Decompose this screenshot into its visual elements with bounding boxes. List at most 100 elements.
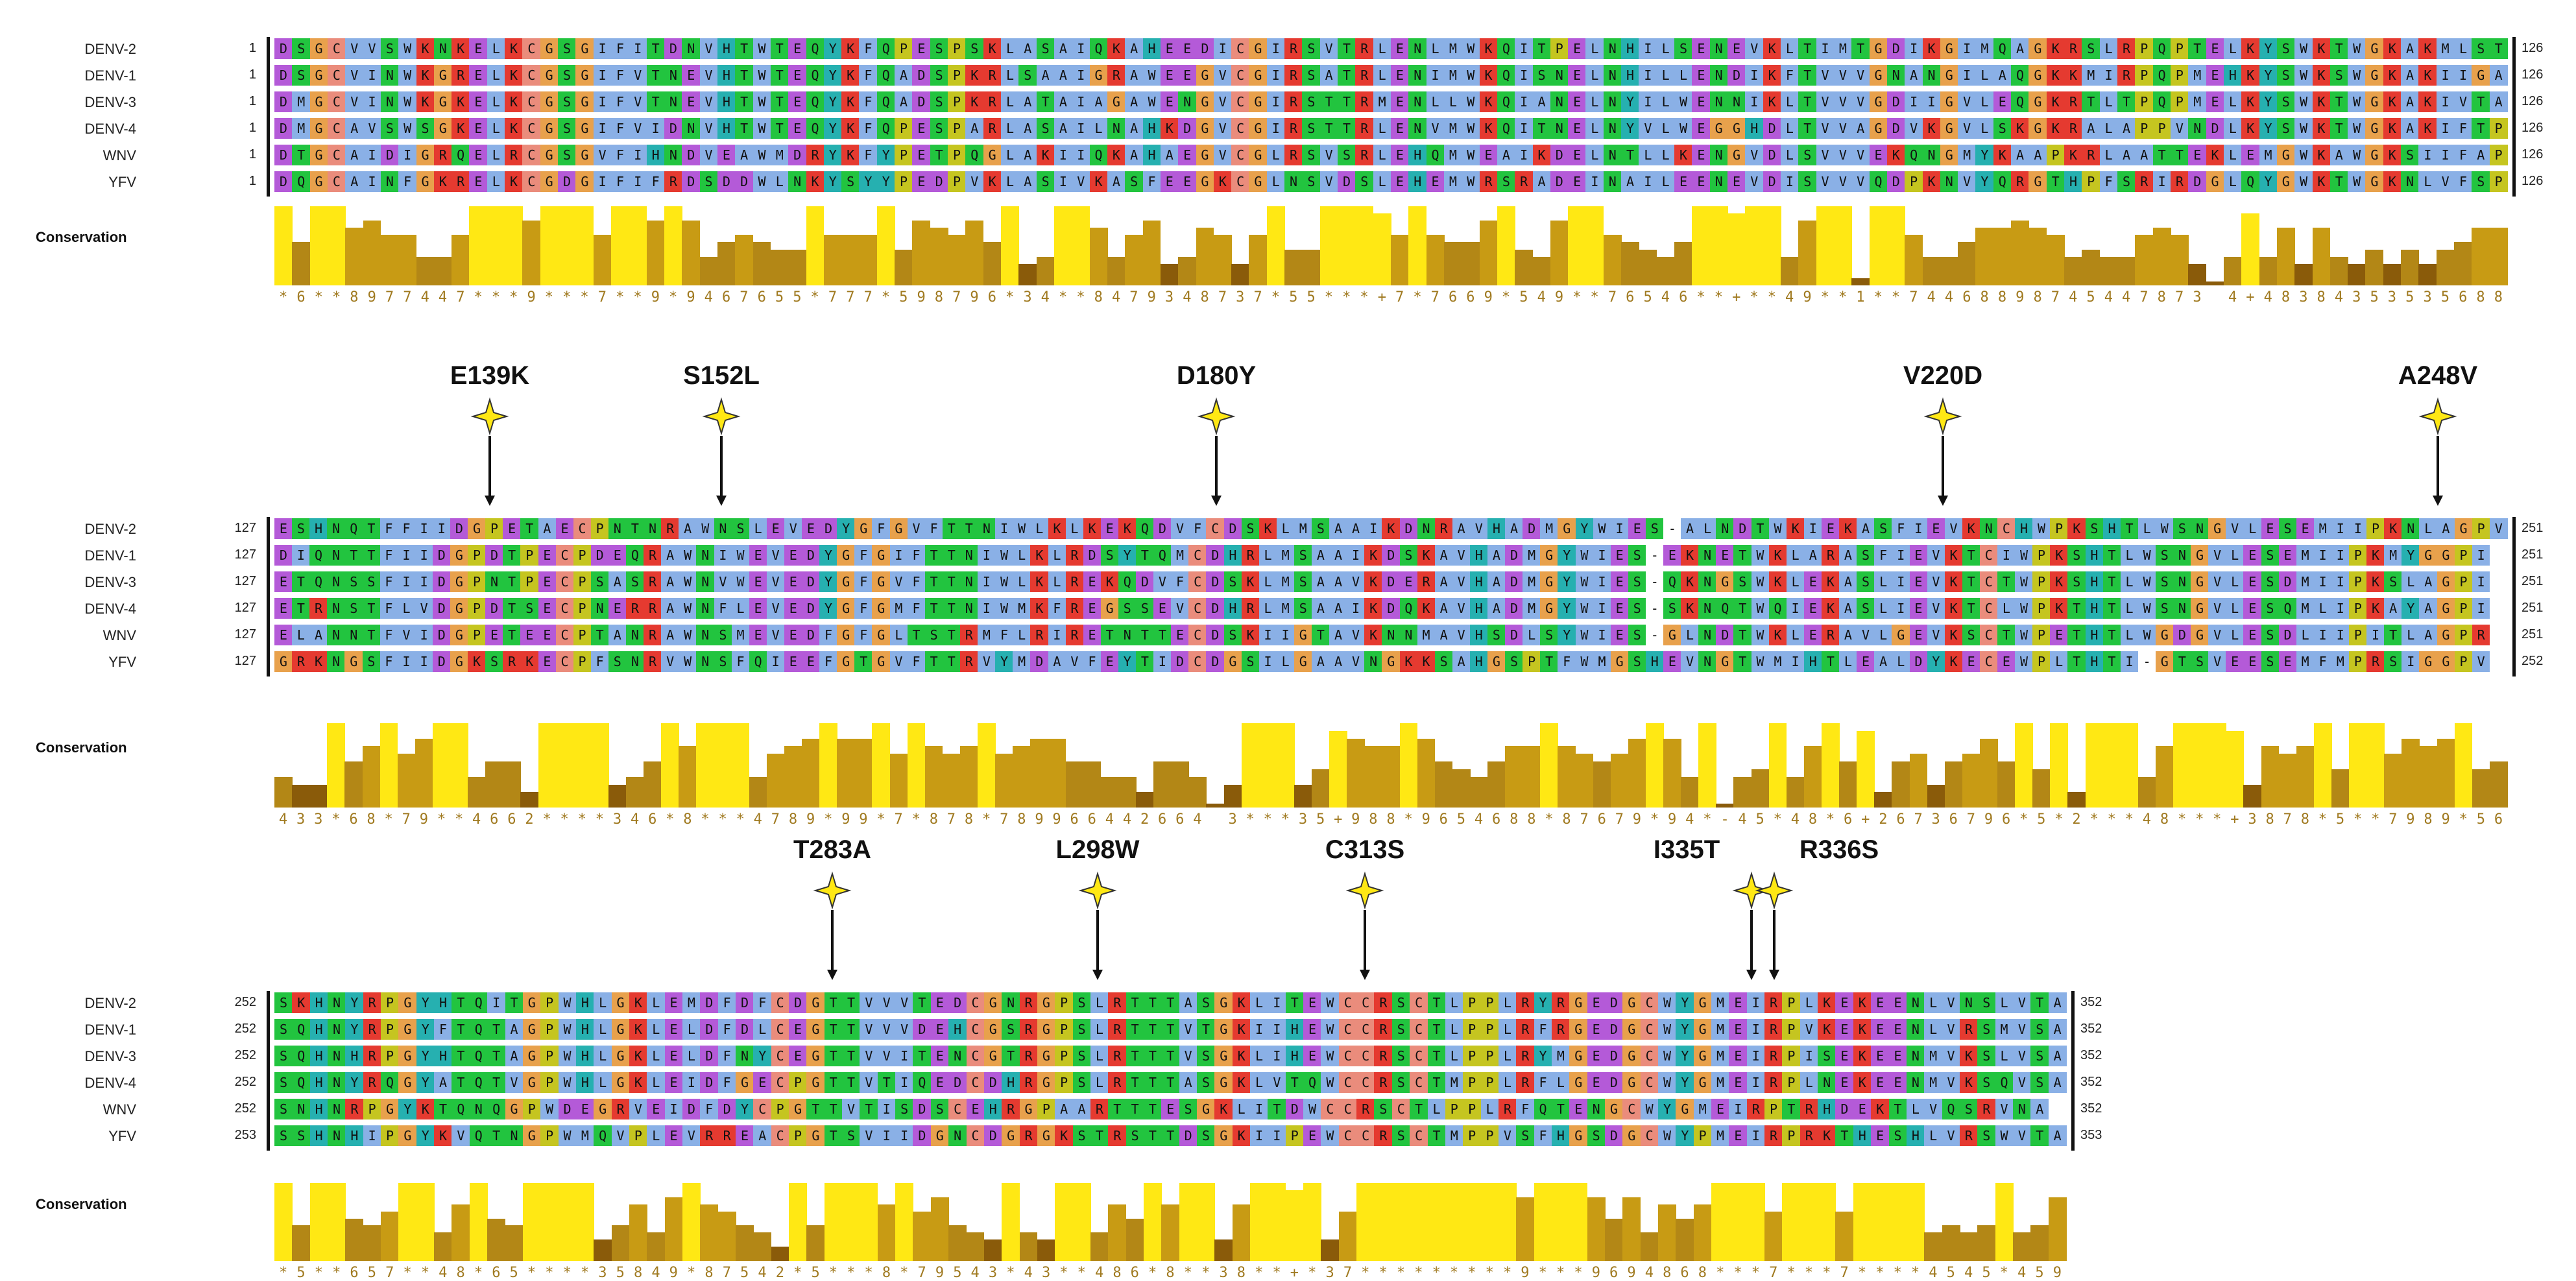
conservation-bar — [1160, 263, 1179, 285]
residue: Q — [2241, 171, 2260, 192]
residue: S — [699, 171, 718, 192]
residue: H — [983, 1099, 1002, 1119]
residue: N — [1709, 145, 1728, 165]
conservation-bar — [575, 1183, 594, 1261]
conservation-bar — [1534, 1183, 1552, 1261]
conservation-digit: 6 — [721, 289, 731, 305]
residue: D — [736, 992, 754, 1013]
residue: G — [1892, 625, 1910, 645]
residue: N — [1603, 118, 1622, 139]
conservation-digit: * — [384, 811, 393, 828]
conservation-bar — [2329, 256, 2348, 285]
residue: G — [1196, 145, 1214, 165]
residue: Q — [1768, 598, 1787, 619]
start-number: 127 — [234, 601, 256, 615]
end-number: 352 — [2080, 1048, 2102, 1062]
residue: R — [644, 598, 662, 619]
conservation-digit: 4 — [1183, 289, 1192, 305]
residue: S — [344, 598, 363, 619]
residue: K — [1107, 38, 1125, 59]
residue: E — [784, 651, 802, 672]
conservation-digit: 2 — [1140, 811, 1150, 828]
residue: S — [1036, 171, 1055, 192]
conservation-bar — [381, 1211, 400, 1261]
residue: E — [1803, 571, 1822, 592]
start-number: 1 — [248, 121, 256, 135]
residue: T — [1285, 1072, 1304, 1093]
residue: D — [1206, 545, 1225, 566]
residue: G — [1214, 992, 1233, 1013]
conservation-digit: 7 — [917, 1265, 926, 1281]
residue: G — [450, 571, 468, 592]
residue: V — [1452, 571, 1471, 592]
conservation-digit: 8 — [350, 289, 359, 305]
residue: C — [1410, 992, 1428, 1013]
residue: R — [1374, 1046, 1393, 1066]
residue: T — [1161, 1072, 1180, 1093]
conservation-digit: * — [2195, 811, 2204, 828]
conservation-bar — [2276, 228, 2295, 285]
residue: T — [2329, 38, 2348, 59]
residue: C — [1979, 625, 1998, 645]
residue: K — [520, 651, 539, 672]
conservation-bar — [1798, 221, 1817, 285]
residue: R — [363, 1046, 381, 1066]
residue: M — [292, 91, 311, 112]
conservation-digit: 6 — [1609, 1265, 1619, 1281]
residue: C — [1410, 1019, 1428, 1040]
conservation-digit: - — [1720, 811, 1729, 828]
residue: E — [1568, 171, 1587, 192]
residue: R — [1355, 118, 1374, 139]
residue: I — [1909, 518, 1928, 539]
residue: F — [1892, 518, 1910, 539]
residue: I — [1072, 118, 1090, 139]
residue: Y — [1676, 1046, 1694, 1066]
residue: L — [1373, 38, 1391, 59]
residue: H — [1469, 651, 1488, 672]
residue: V — [1851, 91, 1870, 112]
residue: G — [1100, 598, 1119, 619]
residue: D — [983, 1125, 1002, 1146]
conservation-bar — [1733, 776, 1752, 808]
conservation-digit: 9 — [669, 1265, 678, 1281]
residue: N — [1979, 518, 1998, 539]
residue: C — [522, 38, 541, 59]
residue: K — [2011, 118, 2030, 139]
residue: T — [1532, 118, 1551, 139]
residue: I — [895, 1125, 914, 1146]
residue: G — [1693, 1046, 1712, 1066]
residue: Q — [487, 1099, 506, 1119]
mutation-star-arrow — [1197, 397, 1236, 506]
residue: D — [1285, 1099, 1304, 1119]
residue: K — [505, 91, 524, 112]
residue: A — [1125, 38, 1144, 59]
conservation-bar — [1125, 1218, 1144, 1261]
residue: V — [2489, 518, 2508, 539]
residue: R — [2064, 91, 2082, 112]
residue: A — [2419, 598, 2438, 619]
residue: A — [1048, 651, 1066, 672]
conservation-digit: 5 — [1289, 289, 1298, 305]
residue: H — [1469, 545, 1488, 566]
residue: T — [1125, 1019, 1144, 1040]
residue: Q — [292, 171, 311, 192]
residue: G — [983, 145, 1002, 165]
conservation-bar — [752, 242, 771, 285]
conservation-digit: 8 — [964, 811, 974, 828]
residue: A — [2117, 145, 2136, 165]
residue: I — [2436, 65, 2455, 86]
conservation-digit: 4 — [1790, 811, 1800, 828]
residue: T — [503, 598, 522, 619]
residue: L — [2296, 625, 2315, 645]
residue: I — [1746, 1072, 1765, 1093]
sequence-name: WNV — [102, 627, 136, 643]
residue: L — [1373, 65, 1391, 86]
mutation-star-arrow — [1732, 871, 1771, 980]
conservation-digit: * — [1825, 811, 1835, 828]
residue: R — [611, 1099, 630, 1119]
residue: D — [1886, 118, 1905, 139]
residue: Q — [2152, 38, 2171, 59]
conservation-digit: * — [1342, 289, 1351, 305]
conservation-digit: 8 — [1017, 811, 1026, 828]
residue: N — [327, 545, 345, 566]
